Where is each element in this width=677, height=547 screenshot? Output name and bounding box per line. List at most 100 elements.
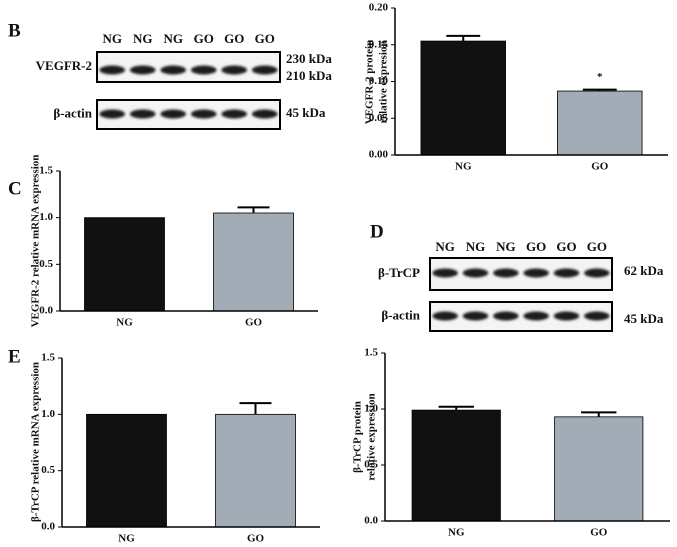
y-tick-label: 0.5 (41, 464, 55, 476)
y-tick-label: 0.00 (369, 149, 389, 161)
y-axis-label: β-TrCP protein (352, 401, 364, 473)
bar (554, 416, 644, 522)
blot-band (462, 311, 489, 321)
x-tick-label: GO (591, 161, 609, 173)
error-bar (446, 34, 481, 42)
lane-label: GO (255, 31, 275, 46)
y-tick-label: 0.5 (39, 258, 53, 270)
y-tick-label: 0.10 (369, 75, 389, 87)
blot-band (129, 65, 156, 75)
blot-frame (96, 99, 281, 130)
blot-band (251, 65, 278, 75)
blot-band (221, 65, 248, 75)
blot-band (584, 311, 610, 321)
x-tick-label: GO (590, 527, 608, 539)
blot-band (221, 109, 248, 119)
bar (557, 90, 643, 156)
y-tick-label: 1.0 (364, 403, 378, 415)
y-tick-label: 1.5 (41, 352, 55, 364)
y-axis-label: relative expresion (378, 41, 390, 124)
lane-label: NG (466, 239, 486, 254)
y-axis-label: VEGFR-2 relative mRNA expression (30, 155, 42, 328)
y-tick-label: 0.15 (369, 38, 389, 50)
row-label: β-TrCP (378, 265, 420, 280)
lane-label: GO (224, 31, 244, 46)
bar (411, 409, 501, 522)
y-tick-label: 1.0 (39, 211, 53, 223)
bar (84, 217, 165, 312)
error-bar (438, 405, 474, 411)
y-axis-label: β-TrCP relative mRNA expression (30, 362, 42, 522)
y-axis-label: VEGFR-2 protein (364, 40, 376, 124)
blot-band (553, 268, 580, 278)
bar (86, 413, 167, 528)
y-tick-label: 1.0 (41, 408, 55, 420)
y-tick-label: 0.20 (369, 2, 389, 14)
x-tick-label: NG (116, 317, 133, 329)
blot-band (553, 311, 580, 321)
lane-label: NG (164, 31, 184, 46)
row-label: VEGFR-2 (36, 58, 92, 73)
y-tick-label: 0.5 (364, 459, 378, 471)
x-tick-label: NG (455, 161, 472, 173)
bar (215, 413, 296, 528)
lane-label: GO (556, 239, 576, 254)
blot-band (160, 109, 187, 119)
lane-label: NG (103, 31, 123, 46)
panel-label: E (8, 346, 21, 367)
x-tick-label: NG (118, 533, 135, 545)
lane-label: NG (133, 31, 153, 46)
lane-label: NG (435, 239, 455, 254)
blot-band (523, 311, 549, 321)
bar (420, 40, 506, 156)
size-label: 45 kDa (286, 105, 326, 120)
panel-label: D (370, 221, 384, 242)
size-label: 62 kDa (624, 263, 664, 278)
error-bar (239, 402, 272, 415)
lane-label: GO (526, 239, 546, 254)
y-tick-label: 0.05 (369, 112, 389, 124)
blot-frame (429, 257, 613, 291)
y-tick-label: 1.5 (364, 347, 378, 359)
x-tick-label: GO (245, 317, 263, 329)
blot-band (493, 268, 519, 278)
lane-label: NG (496, 239, 516, 254)
size-label: 210 kDa (286, 68, 332, 83)
y-tick-label: 0.0 (364, 515, 378, 527)
y-tick-label: 1.5 (39, 165, 53, 177)
error-bar (581, 411, 617, 417)
panel-label: C (8, 178, 22, 199)
y-tick-label: 0.0 (39, 305, 53, 317)
blot-band (99, 109, 126, 119)
panel-label: B (8, 20, 21, 41)
blot-band (190, 65, 217, 75)
x-tick-label: GO (247, 533, 265, 545)
blot-band (99, 65, 126, 75)
error-bar (237, 206, 270, 213)
annotation: * (597, 71, 603, 83)
blot-frame (96, 51, 281, 83)
blot-band (462, 268, 489, 278)
size-label: 230 kDa (286, 51, 332, 66)
y-tick-label: 0.0 (41, 521, 55, 533)
error-bar (582, 88, 617, 92)
blot-band (584, 268, 610, 278)
y-axis-label: relative expression (366, 393, 378, 480)
blot-band (493, 311, 519, 321)
blot-band (160, 65, 187, 75)
blot-band (251, 109, 278, 119)
row-label: β-actin (53, 105, 92, 120)
size-label: 45 kDa (624, 311, 664, 326)
blot-band (190, 109, 217, 119)
lane-label: GO (194, 31, 214, 46)
blot-band (523, 268, 549, 278)
blot-band (432, 311, 458, 321)
blot-band (129, 109, 156, 119)
x-tick-label: NG (448, 527, 465, 539)
blot-frame (429, 301, 613, 332)
blot-band (432, 268, 458, 278)
lane-label: GO (587, 239, 607, 254)
bar (213, 212, 294, 312)
row-label: β-actin (381, 307, 420, 322)
